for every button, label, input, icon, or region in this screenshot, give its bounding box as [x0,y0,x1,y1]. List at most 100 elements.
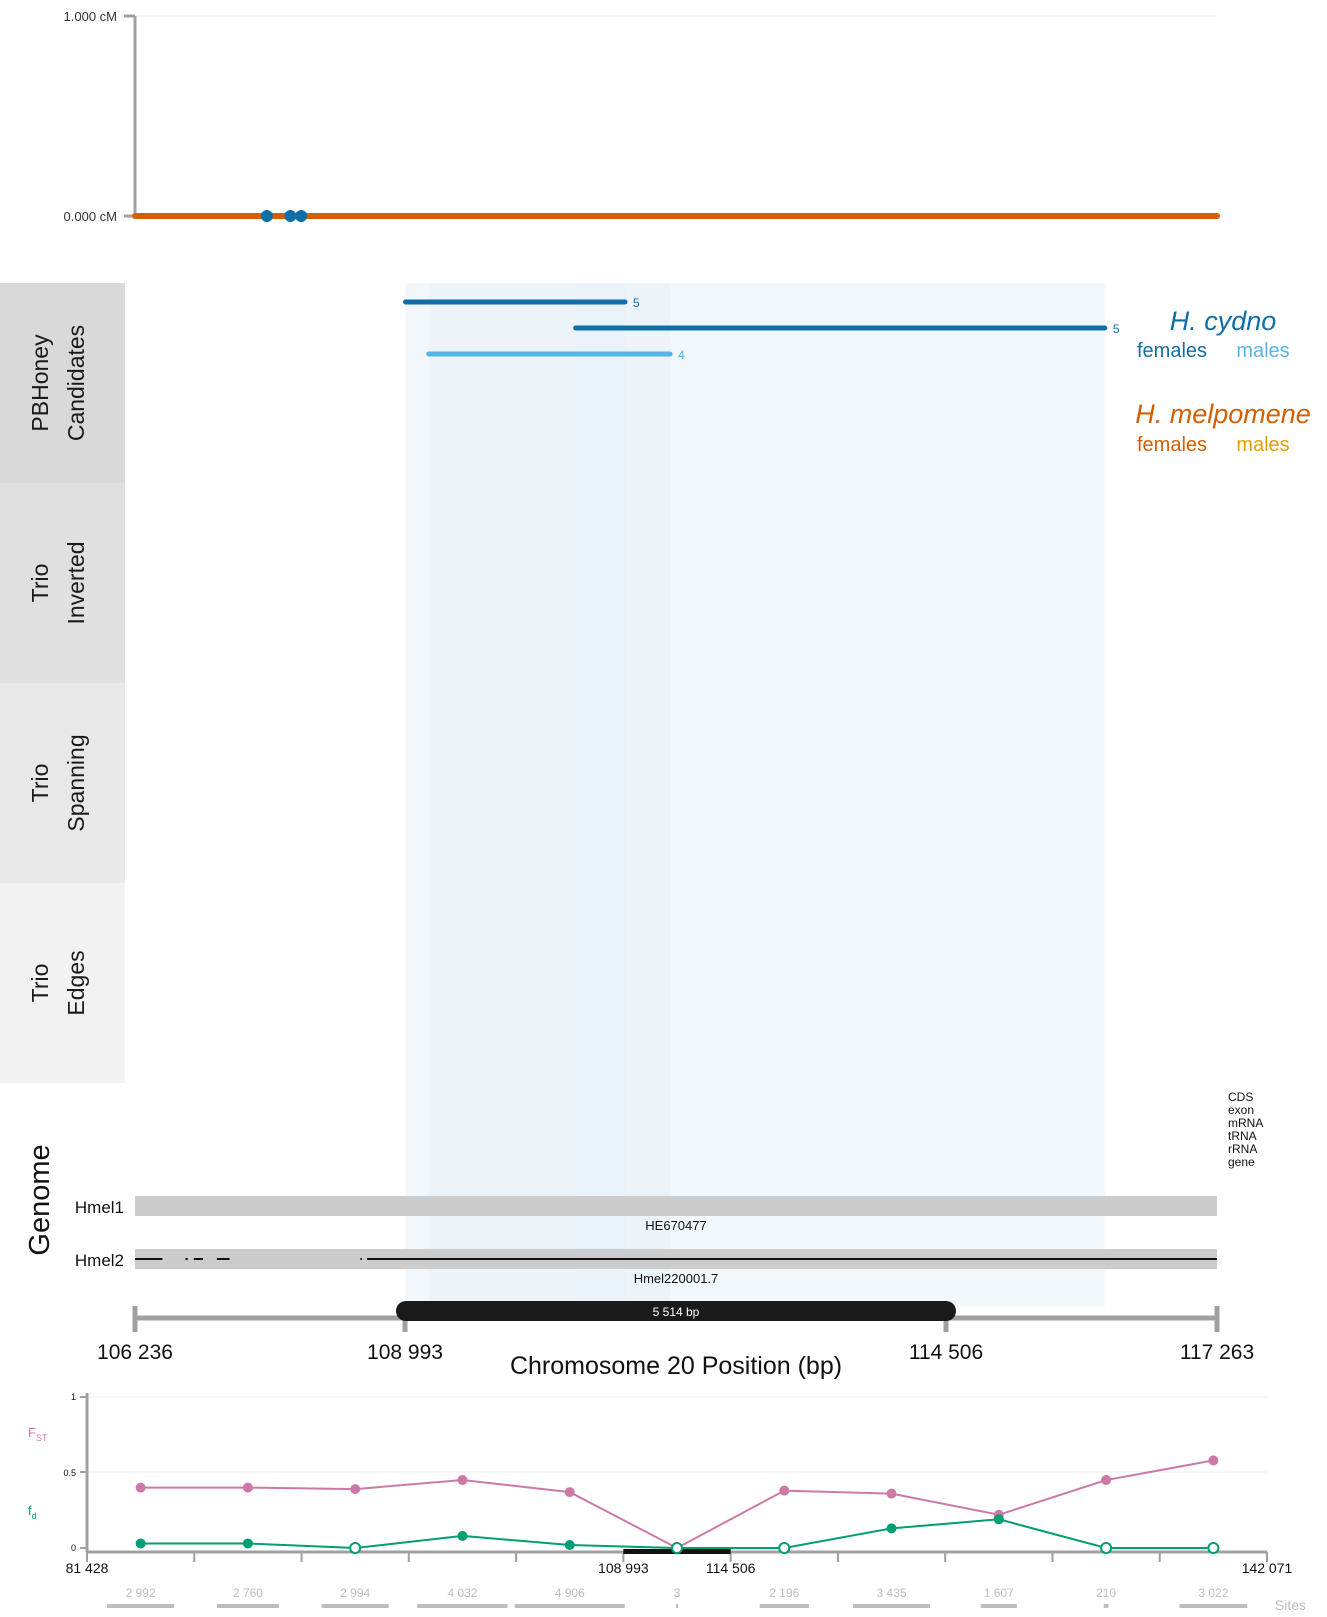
genome-x-tick-label-0: 106 236 [97,1341,173,1364]
fd-point-open [1207,1542,1220,1554]
sites-count: 3 [674,1586,681,1600]
strip-pbhoney [0,283,125,483]
genome-x-tick-label-1: 108 993 [367,1341,443,1364]
candidate-count-label: 5 [1113,322,1120,336]
fst-point [135,1482,146,1493]
fd-point [457,1530,468,1541]
strip-label-spanning-1: Trio [27,764,53,803]
candidate-count-label: 4 [678,348,685,362]
stat-x-label-inv-start: 108 993 [598,1560,649,1576]
strip-label-edges-1: Trio [27,964,53,1003]
stat-series-points [135,1455,1220,1554]
genome-x-tick-label-3: 117 263 [1180,1341,1254,1364]
legend-cydno-title: H. cydno [1170,306,1277,336]
species-legend: H. cydno females males H. melpomene fema… [1135,306,1311,456]
assembly-label-hmel2: Hmel2 [75,1251,124,1270]
strip-trio-edges [0,883,125,1083]
track-strips: PBHoney Candidates Trio Inverted Trio Sp… [0,283,125,1083]
map-marker [284,210,297,222]
strip-label-inverted-2: Inverted [63,541,89,624]
map-markers [260,210,308,222]
shaded-region [428,283,671,1306]
scaffold-label-hmel2: Hmel220001.7 [634,1271,719,1286]
assembly-bar-hmel1 [135,1196,1217,1216]
assembly-label-hmel1: Hmel1 [75,1198,124,1217]
legend-cydno-males: males [1236,340,1289,362]
genome-panel: CDS exon mRNA tRNA rRNA gene Genome Hmel… [24,1090,1263,1380]
legend-melpomene-males: males [1236,434,1289,456]
fst-point [886,1488,897,1499]
fst-point [350,1484,361,1495]
sites-count: 3 435 [877,1586,907,1600]
fd-label-main: f [28,1503,32,1518]
fst-point [1101,1475,1112,1486]
fd-point-open [778,1542,791,1554]
strip-label-inverted-1: Trio [27,564,53,603]
sites-count: 2 760 [233,1586,263,1600]
legend-cydno-females: females [1137,340,1207,362]
fst-point [457,1475,468,1486]
candidate-bars: 5 5 4 [403,296,1120,362]
genome-x-tick-label-2: 114 506 [909,1341,983,1364]
inversion-size-label: 5 514 bp [653,1305,700,1319]
strip-label-spanning-2: Spanning [63,734,89,831]
sites-count: 4 906 [555,1586,585,1600]
strip-label-pbhoney-2: Candidates [63,325,89,441]
strip-trio-spanning [0,683,125,883]
sites-count: 2 196 [769,1586,799,1600]
strip-trio-inverted [0,483,125,683]
fd-point [993,1514,1004,1525]
stat-y-label-05: 0.5 [63,1468,76,1478]
sites-count: 4 032 [447,1586,477,1600]
feature-gene: gene [1228,1155,1255,1169]
map-marker [295,210,308,222]
candidate-shaded-regions [405,283,1105,1306]
fst-label-sub: ST [36,1433,48,1443]
stat-y-label-1: 1 [71,1392,76,1402]
fst-point [1208,1455,1219,1466]
fd-point-open [349,1542,362,1554]
genome-title: Genome [24,1144,56,1255]
stat-x-label-inv-end: 114 506 [706,1560,756,1576]
fd-series-label: fd [28,1503,37,1521]
sites-count: 2 994 [340,1586,370,1600]
sites-row: 2 992 2 760 2 994 4 032 4 906 3 2 196 3 435 1 60… [107,1586,1248,1608]
stat-x-label-start: 81 428 [66,1560,109,1576]
feature-rrna: rRNA [1228,1142,1257,1156]
fst-point [564,1487,575,1498]
stat-x-ticks [86,1552,1268,1562]
fst-series-label: FST [28,1425,48,1443]
fd-point-open [1100,1542,1113,1554]
genetic-map-panel: 1.000 cM 0.000 cM [64,9,1220,224]
fst-series-line [140,1459,1214,1550]
fst-point [242,1482,253,1493]
feature-trna: tRNA [1228,1129,1257,1143]
legend-melpomene-females: females [1137,434,1207,456]
feature-legend: CDS exon mRNA tRNA rRNA gene [1228,1090,1263,1169]
fd-point [242,1538,253,1549]
fst-label-main: F [28,1425,36,1440]
sites-count: 1 607 [984,1586,1014,1600]
fd-label-sub: d [32,1511,37,1521]
map-y-label-top: 1.000 cM [64,9,117,24]
fd-point [886,1523,897,1534]
fd-point [564,1539,575,1550]
stat-series-lines [140,1459,1214,1550]
feature-exon: exon [1228,1103,1254,1117]
sites-count: 210 [1096,1586,1116,1600]
sites-count: 2 992 [126,1586,156,1600]
scaffold-label-hmel1: HE670477 [645,1218,706,1233]
map-marker [260,210,273,222]
sites-label: Sites [1275,1597,1306,1613]
fd-point-open [671,1542,684,1554]
stat-y-label-0: 0 [71,1543,76,1553]
feature-cds: CDS [1228,1090,1253,1104]
feature-mrna: mRNA [1228,1116,1263,1130]
genome-x-axis-title: Chromosome 20 Position (bp) [510,1352,842,1380]
inversion-bar [396,1301,956,1321]
candidate-count-label: 5 [633,296,640,310]
strip-label-pbhoney-1: PBHoney [27,334,53,432]
sites-count: 3 022 [1198,1586,1228,1600]
fst-fd-chart: 1 0.5 0 FST fd 81 428 108 993 114 506 14… [28,1392,1306,1613]
